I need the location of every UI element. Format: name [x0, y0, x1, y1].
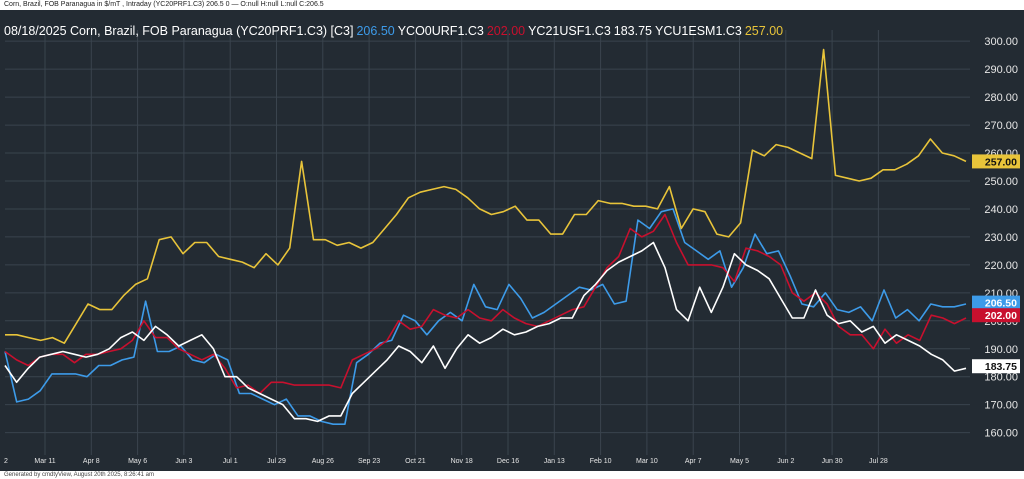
x-axis: 2 Mar 11 Apr 8 May 6 Jun 3 Jul 1 Jul 29 Aug 26 S… [4, 458, 888, 465]
y-tick-label: 180.00 [984, 372, 1018, 384]
series-line-blue [4, 208, 967, 426]
series-line-red [4, 213, 967, 395]
y-tick-label: 170.00 [984, 400, 1018, 412]
y-tick-label: 240.00 [984, 204, 1018, 216]
y-tick-label: 290.00 [984, 64, 1018, 76]
x-tick-label: Aug 26 [312, 458, 334, 465]
last-value-badge-white [972, 359, 1020, 374]
y-tick-label: 250.00 [984, 176, 1018, 188]
y-tick-label: 230.00 [984, 232, 1018, 244]
y-tick-label: 190.00 [984, 344, 1018, 356]
chart-subtitle: Corn, Brazil, FOB Paranagua in $/mT , In… [0, 0, 1024, 10]
x-tick-label: May 6 [128, 458, 147, 465]
series-line-yellow [5, 48, 967, 345]
series-lines [4, 48, 967, 426]
y-tick-label: 220.00 [984, 260, 1018, 272]
series-line-white [4, 241, 967, 423]
price-chart[interactable]: 300.00290.00280.00270.00260.00250.00240.… [0, 10, 1024, 471]
x-tick-label: Oct 21 [405, 458, 426, 465]
last-value-label-yellow: 257.00 [985, 156, 1017, 168]
y-tick-label: 300.00 [984, 36, 1018, 48]
x-tick-label: 2 [4, 458, 8, 465]
last-value-label-white: 183.75 [985, 361, 1017, 373]
legend-prefix: 08/18/2025 Corn, Brazil, FOB Paranagua (… [4, 24, 354, 38]
x-tick-label: Nov 18 [451, 458, 473, 465]
footer-credit: Generated by cmdtyView, August 20th 2025… [0, 471, 1024, 479]
last-value-badge-blue [972, 295, 1020, 310]
chart-legend: 08/18/2025 Corn, Brazil, FOB Paranagua (… [4, 24, 786, 38]
legend-value-red: 202.00 [486, 24, 526, 38]
x-tick-label: Jun 2 [777, 458, 794, 465]
x-tick-label: Feb 10 [590, 458, 612, 465]
plot-area[interactable]: 300.00 290.00 280.00 270.00 260.00 250.00 240.… [0, 10, 1024, 471]
last-value-badge-yellow [972, 154, 1020, 169]
y-tick-label: 280.00 [984, 92, 1018, 104]
y-tick-label: 160.00 [984, 428, 1018, 440]
legend-value-yellow: 257.00 [744, 24, 784, 38]
x-tick-label: Jun 30 [822, 458, 843, 465]
y-axis: 300.00290.00280.00270.00260.00250.00240.… [984, 36, 1018, 439]
legend-value-white: 183.75 [613, 24, 653, 38]
x-tick-label: Jul 1 [223, 458, 238, 465]
last-value-label-blue: 206.50 [985, 298, 1017, 310]
legend-name-white: YC21USF1.C3 [528, 24, 611, 38]
x-tick-label: May 5 [730, 458, 749, 465]
grid-lines [5, 30, 970, 455]
legend-value-blue: 206.50 [356, 24, 395, 38]
x-tick-label: Apr 8 [83, 458, 100, 465]
x-tick-label: Jun 3 [175, 458, 192, 465]
legend-name-yellow: YCU1ESM1.C3 [655, 24, 742, 38]
last-value-label-red: 202.00 [985, 310, 1017, 322]
x-tick-label: Mar 11 [34, 458, 55, 465]
x-tick-label: Dec 16 [497, 458, 519, 465]
x-tick-label: Jan 13 [544, 458, 565, 465]
last-value-badge-red [972, 308, 1020, 323]
x-tick-label: Sep 23 [358, 458, 380, 465]
x-tick-label: Jul 28 [869, 458, 888, 465]
x-tick-label: Mar 10 [636, 458, 658, 465]
x-tick-label: Apr 7 [685, 458, 702, 465]
x-tick-label: Jul 29 [267, 458, 286, 465]
legend-name-red: YCO0URF1.C3 [397, 24, 484, 38]
y-tick-label: 270.00 [984, 120, 1018, 132]
